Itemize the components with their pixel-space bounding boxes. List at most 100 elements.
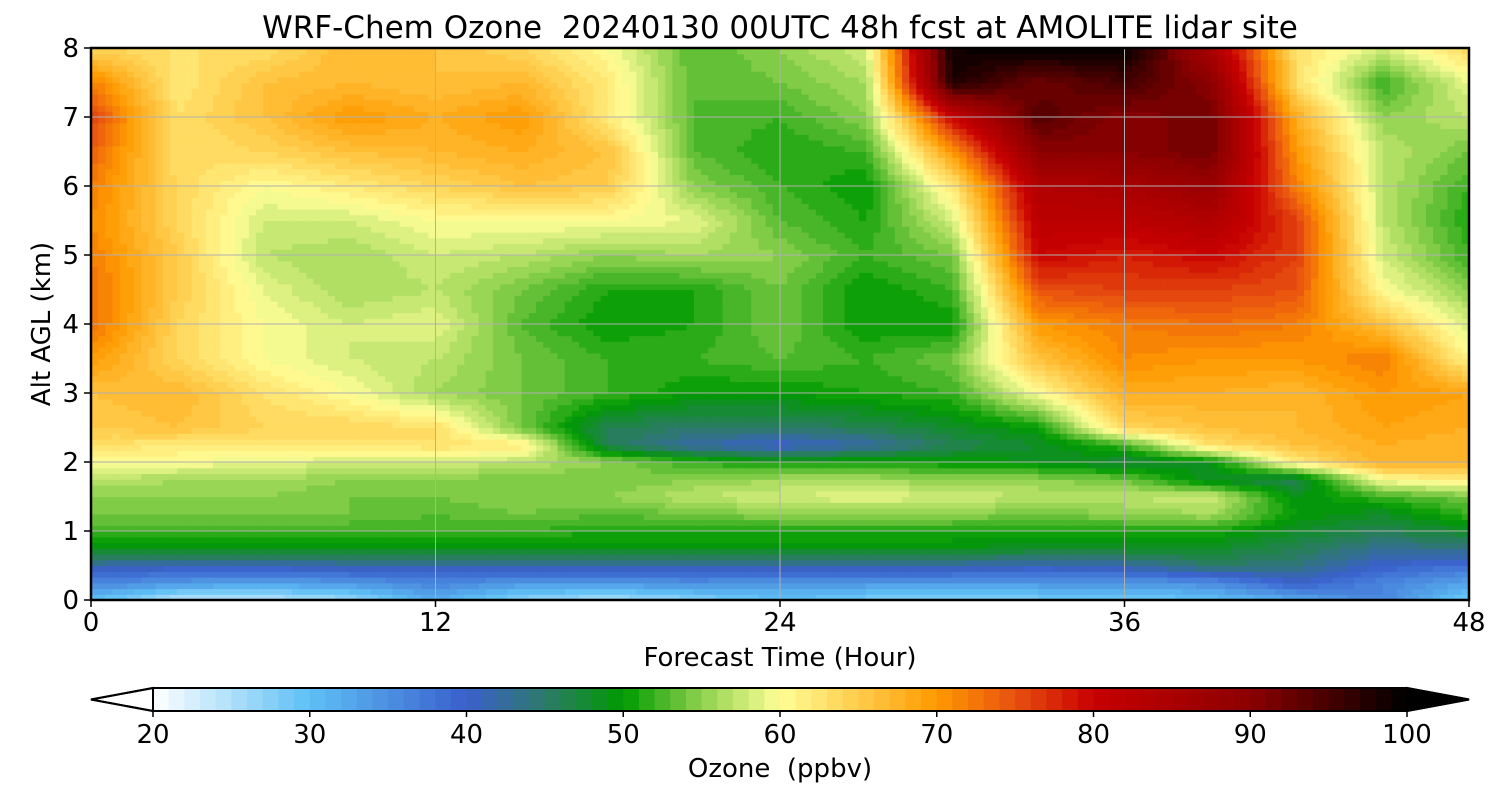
heatmap-cell [148, 594, 157, 600]
heatmap-cell [535, 462, 544, 469]
heatmap-cell [1239, 571, 1248, 578]
heatmap-cell [600, 513, 609, 521]
heatmap-cell [471, 525, 480, 532]
heatmap-cell [284, 450, 293, 457]
heatmap-cell [980, 565, 989, 572]
heatmap-cell [1160, 479, 1169, 486]
heatmap-cell [205, 479, 214, 486]
heatmap-cell [1303, 525, 1312, 532]
heatmap-cell [277, 479, 286, 486]
heatmap-cell [335, 519, 343, 526]
heatmap-cell [378, 456, 386, 463]
heatmap-cell [1067, 519, 1075, 526]
heatmap-cell [1002, 496, 1011, 503]
heatmap-cell [277, 513, 286, 521]
heatmap-cell [657, 485, 666, 492]
heatmap-cell [1325, 571, 1334, 578]
heatmap-cell [241, 513, 250, 521]
heatmap-cell [557, 565, 566, 572]
heatmap-cell [980, 496, 989, 503]
heatmap-cell [894, 548, 903, 555]
heatmap-cell [299, 513, 307, 521]
heatmap-cell [751, 479, 760, 486]
heatmap-cell [335, 577, 343, 584]
heatmap-cell [162, 542, 171, 549]
heatmap-cell [902, 571, 910, 578]
heatmap-cell [191, 513, 200, 521]
heatmap-cell [349, 508, 358, 515]
heatmap-cell [1146, 456, 1154, 463]
heatmap-cell [1081, 531, 1090, 538]
heatmap-cell [823, 462, 831, 469]
heatmap-cell [866, 582, 874, 590]
heatmap-cell [442, 588, 451, 595]
heatmap-cell [392, 588, 401, 595]
heatmap-cell [1332, 496, 1341, 503]
heatmap-cell [808, 467, 817, 475]
heatmap-cell [1339, 513, 1348, 521]
heatmap-cell [973, 525, 982, 532]
heatmap-cell [320, 565, 329, 572]
heatmap-cell [1131, 462, 1140, 469]
heatmap-cell [586, 531, 594, 538]
heatmap-cell [248, 467, 257, 475]
heatmap-cell [471, 571, 480, 578]
heatmap-cell [751, 508, 760, 515]
heatmap-cell [780, 554, 788, 561]
heatmap-cell [808, 525, 817, 532]
heatmap-cell [1375, 531, 1384, 538]
heatmap-cell [622, 462, 630, 469]
heatmap-cell [1325, 554, 1334, 561]
heatmap-cell [320, 554, 329, 561]
heatmap-cell [342, 485, 350, 492]
heatmap-cell [270, 565, 279, 572]
heatmap-cell [579, 582, 587, 590]
heatmap-cell [320, 485, 329, 492]
heatmap-cell [995, 548, 1004, 555]
heatmap-cell [406, 588, 415, 595]
heatmap-cell [1354, 559, 1362, 567]
heatmap-cell [528, 467, 537, 475]
heatmap-cell [1440, 450, 1449, 457]
heatmap-cell [399, 582, 408, 590]
heatmap-cell [1282, 536, 1291, 544]
heatmap-cell [830, 531, 839, 538]
heatmap-cell [672, 577, 681, 584]
heatmap-cell [1390, 462, 1398, 469]
heatmap-cell [284, 473, 293, 480]
heatmap-cell [277, 542, 286, 549]
heatmap-cell [148, 548, 157, 555]
heatmap-cell [1146, 559, 1154, 567]
heatmap-cell [1038, 485, 1047, 492]
heatmap-cell [1095, 571, 1104, 578]
heatmap-cell [801, 554, 810, 561]
heatmap-cell [966, 467, 975, 475]
heatmap-cell [1102, 496, 1111, 503]
heatmap-cell [1095, 548, 1104, 555]
heatmap-cell [1088, 519, 1097, 526]
heatmap-cell [1067, 594, 1075, 600]
heatmap-cell [794, 582, 803, 590]
heatmap-cell [169, 548, 178, 555]
heatmap-cell [528, 588, 537, 595]
heatmap-cell [1368, 594, 1377, 600]
heatmap-cell [1088, 508, 1097, 515]
heatmap-cell [923, 473, 932, 480]
heatmap-cell [277, 531, 286, 538]
heatmap-cell [701, 479, 709, 486]
heatmap-cell [335, 456, 343, 463]
heatmap-cell [421, 588, 429, 595]
heatmap-cell [1160, 519, 1169, 526]
heatmap-cell [1440, 479, 1449, 486]
heatmap-cell [1217, 496, 1226, 503]
heatmap-cell [1095, 450, 1104, 457]
heatmap-cell [894, 473, 903, 480]
heatmap-cell [98, 513, 106, 521]
heatmap-cell [1024, 502, 1032, 509]
heatmap-cell [413, 467, 422, 475]
heatmap-cell [148, 502, 157, 509]
heatmap-cell [966, 536, 975, 544]
heatmap-cell [1361, 554, 1370, 561]
heatmap-cell [823, 456, 831, 463]
heatmap-cell [413, 490, 422, 498]
